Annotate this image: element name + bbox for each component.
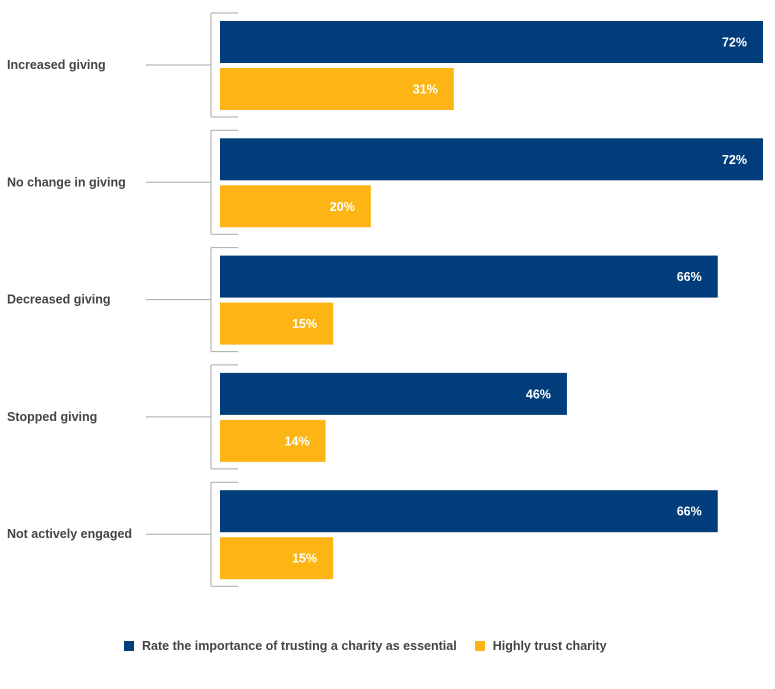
- value-label-essential-stopped-giving: 46%: [526, 387, 551, 401]
- category-label-increased-giving: Increased giving: [7, 58, 106, 72]
- bar-essential-increased-giving: [220, 21, 763, 63]
- bar-essential-decreased-giving: [220, 255, 718, 298]
- legend: Rate the importance of trusting a charit…: [124, 639, 625, 653]
- category-label-no-change-in-giving: No change in giving: [7, 175, 126, 189]
- bar-chart: Increased giving 72% 31% No change in givin…: [7, 12, 763, 587]
- value-label-essential-decreased-giving: 66%: [677, 270, 702, 284]
- legend-label-essential: Rate the importance of trusting a charit…: [142, 639, 457, 653]
- legend-item-essential: Rate the importance of trusting a charit…: [124, 639, 457, 653]
- bar-essential-no-change-in-giving: [220, 138, 763, 181]
- value-label-essential-not-actively-engaged: 66%: [677, 505, 702, 519]
- value-label-highly-trust-not-actively-engaged: 15%: [292, 552, 317, 566]
- value-label-essential-increased-giving: 72%: [722, 36, 747, 50]
- bar-highly-trust-no-change-in-giving: [220, 185, 371, 228]
- category-label-stopped-giving: Stopped giving: [7, 410, 97, 424]
- bar-highly-trust-increased-giving: [220, 68, 454, 110]
- value-label-highly-trust-decreased-giving: 15%: [292, 317, 317, 331]
- bar-highly-trust-not-actively-engaged: [220, 537, 334, 580]
- value-label-highly-trust-no-change-in-giving: 20%: [330, 200, 355, 214]
- bar-essential-not-actively-engaged: [220, 490, 718, 533]
- legend-label-highly-trust: Highly trust charity: [492, 639, 607, 653]
- legend-swatch-highly-trust: [474, 641, 485, 651]
- bar-essential-stopped-giving: [220, 372, 567, 415]
- category-label-decreased-giving: Decreased giving: [7, 293, 111, 307]
- legend-item-highly-trust: Highly trust charity: [474, 639, 607, 653]
- category-label-not-actively-engaged: Not actively engaged: [7, 527, 132, 541]
- legend-swatch-essential: [124, 641, 134, 651]
- bar-highly-trust-stopped-giving: [220, 419, 326, 462]
- value-label-highly-trust-stopped-giving: 14%: [285, 434, 310, 448]
- value-label-essential-no-change-in-giving: 72%: [722, 153, 747, 167]
- bar-highly-trust-decreased-giving: [220, 302, 334, 345]
- value-label-highly-trust-increased-giving: 31%: [413, 83, 438, 97]
